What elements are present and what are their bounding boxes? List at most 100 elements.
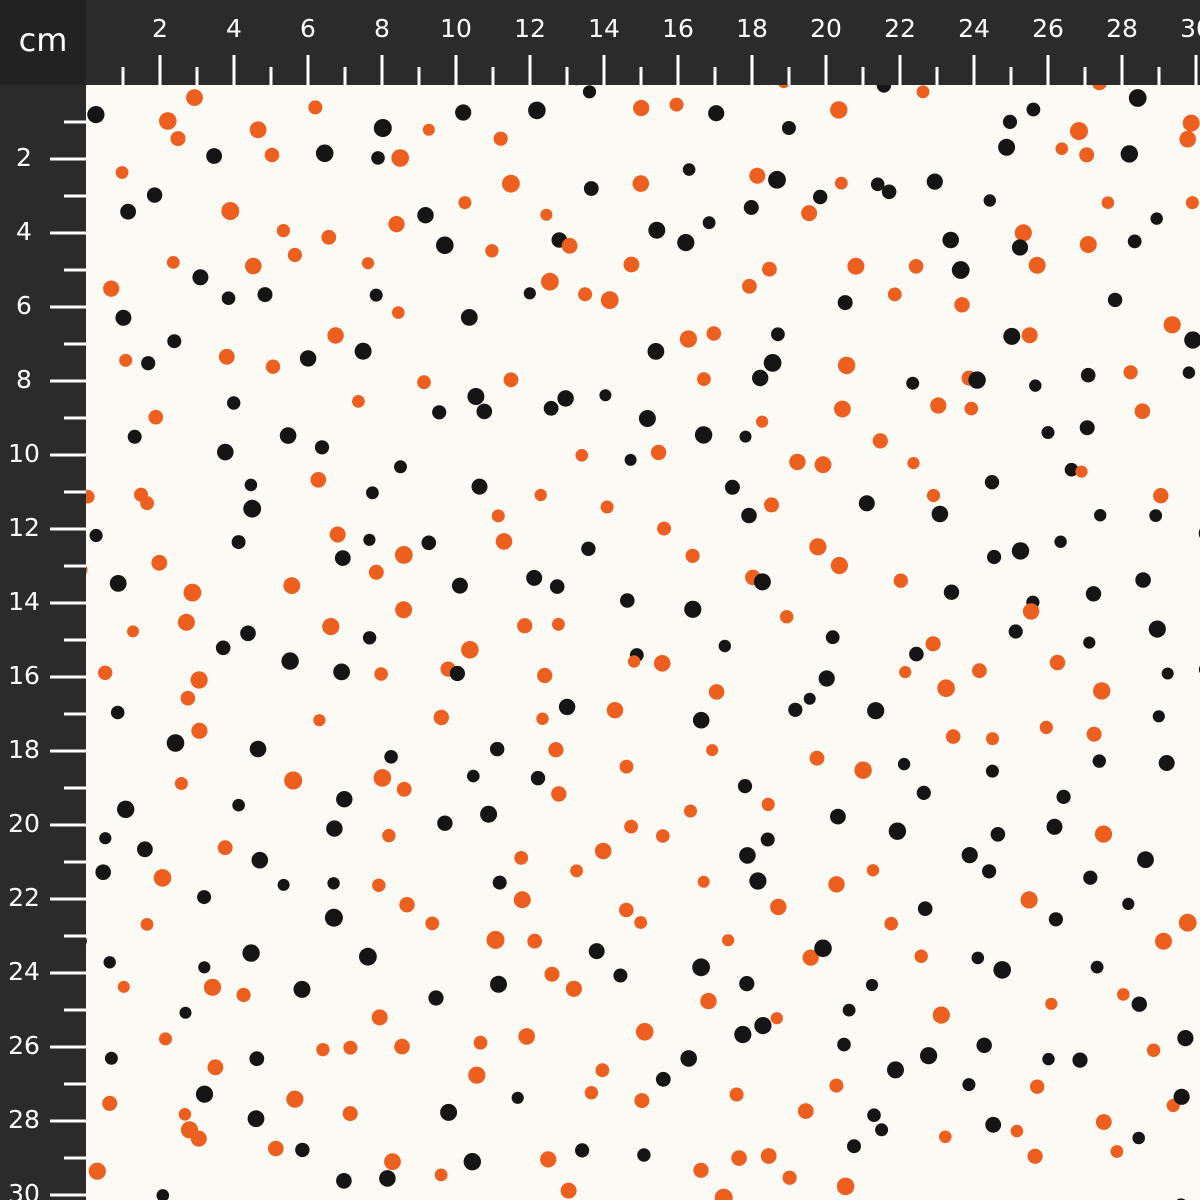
black-dot (110, 705, 125, 720)
orange-dot (700, 992, 717, 1010)
black-dot (926, 173, 943, 190)
orange-dot (578, 287, 593, 302)
black-dot (677, 234, 695, 252)
orange-dot (552, 617, 565, 631)
orange-dot (756, 415, 769, 428)
orange-dot (650, 444, 667, 461)
orange-dot (394, 1038, 410, 1055)
orange-dot (148, 409, 164, 425)
orange-dot (503, 372, 519, 388)
orange-dot (178, 1108, 192, 1121)
black-dot (476, 403, 493, 420)
top-tick-label: 12 (514, 14, 546, 43)
black-dot (976, 1037, 992, 1054)
black-dot (137, 841, 153, 858)
orange-dot (180, 690, 196, 706)
left-tick-label: 14 (8, 587, 40, 616)
black-dot (421, 535, 437, 551)
black-dot (243, 499, 262, 518)
black-dot (803, 692, 816, 705)
orange-dot (527, 933, 543, 949)
orange-dot (954, 297, 970, 313)
orange-dot (908, 259, 924, 274)
orange-dot (697, 372, 711, 386)
orange-dot (461, 641, 479, 659)
black-dot (215, 640, 231, 656)
orange-dot (392, 306, 405, 319)
top-tick-label: 8 (374, 14, 390, 43)
orange-dot (770, 1012, 783, 1025)
black-dot (1085, 586, 1102, 602)
orange-dot (1070, 122, 1088, 141)
black-dot (1152, 710, 1165, 723)
black-dot (998, 138, 1016, 156)
left-tick-label: 22 (8, 883, 40, 912)
black-dot (985, 764, 999, 778)
orange-dot (930, 397, 947, 414)
black-dot (526, 569, 543, 586)
orange-dot (544, 966, 560, 982)
orange-dot (1022, 603, 1040, 620)
black-dot (870, 177, 885, 192)
orange-dot (809, 750, 825, 766)
black-dot (1080, 367, 1096, 383)
orange-dot (1079, 236, 1097, 253)
orange-dot (762, 261, 777, 277)
orange-dot (1010, 1124, 1024, 1138)
orange-dot (368, 564, 384, 580)
black-dot (897, 757, 911, 771)
orange-dot (1095, 1114, 1112, 1130)
orange-dot (623, 256, 640, 273)
orange-dot (517, 618, 533, 634)
black-dot (813, 189, 828, 205)
orange-dot (140, 496, 155, 511)
orange-dot (153, 869, 172, 887)
black-dot (315, 144, 334, 163)
orange-dot (316, 1043, 330, 1057)
orange-dot (329, 526, 346, 543)
orange-dot (218, 348, 235, 365)
black-dot (749, 872, 767, 890)
orange-dot (221, 202, 240, 220)
black-dot (867, 1108, 881, 1122)
orange-dot (899, 666, 912, 679)
black-dot (942, 231, 959, 249)
black-dot (492, 875, 507, 890)
black-dot (887, 1061, 904, 1079)
orange-dot (708, 684, 725, 700)
black-dot (1026, 102, 1041, 117)
orange-dot (174, 777, 188, 790)
black-dot (1150, 212, 1163, 225)
black-dot (842, 1003, 856, 1017)
orange-dot (1110, 1145, 1124, 1158)
black-dot (179, 1006, 192, 1019)
black-dot (471, 478, 488, 495)
black-dot (1182, 366, 1196, 379)
black-dot (754, 1017, 772, 1035)
orange-dot (669, 97, 684, 112)
black-dot (739, 847, 756, 864)
left-tick-label: 24 (8, 957, 40, 986)
orange-dot (103, 280, 120, 297)
black-dot (455, 104, 472, 121)
black-dot (588, 943, 605, 960)
orange-dot (635, 1023, 654, 1041)
orange-dot (388, 216, 405, 233)
black-dot (437, 815, 453, 831)
orange-dot (802, 949, 819, 966)
black-dot (985, 1116, 1002, 1133)
black-dot (984, 475, 1000, 490)
black-dot (1041, 426, 1055, 439)
left-tick-label: 6 (16, 291, 32, 320)
left-tick-label: 26 (8, 1031, 40, 1060)
orange-dot (287, 247, 302, 263)
orange-dot (937, 679, 955, 697)
top-tick-label: 16 (662, 14, 694, 43)
orange-dot (485, 244, 499, 258)
orange-dot (433, 709, 449, 726)
top-tick-label: 26 (1032, 14, 1064, 43)
black-dot (1131, 996, 1148, 1012)
orange-dot (836, 1177, 855, 1196)
black-dot (1048, 912, 1063, 927)
orange-dot (536, 712, 549, 725)
